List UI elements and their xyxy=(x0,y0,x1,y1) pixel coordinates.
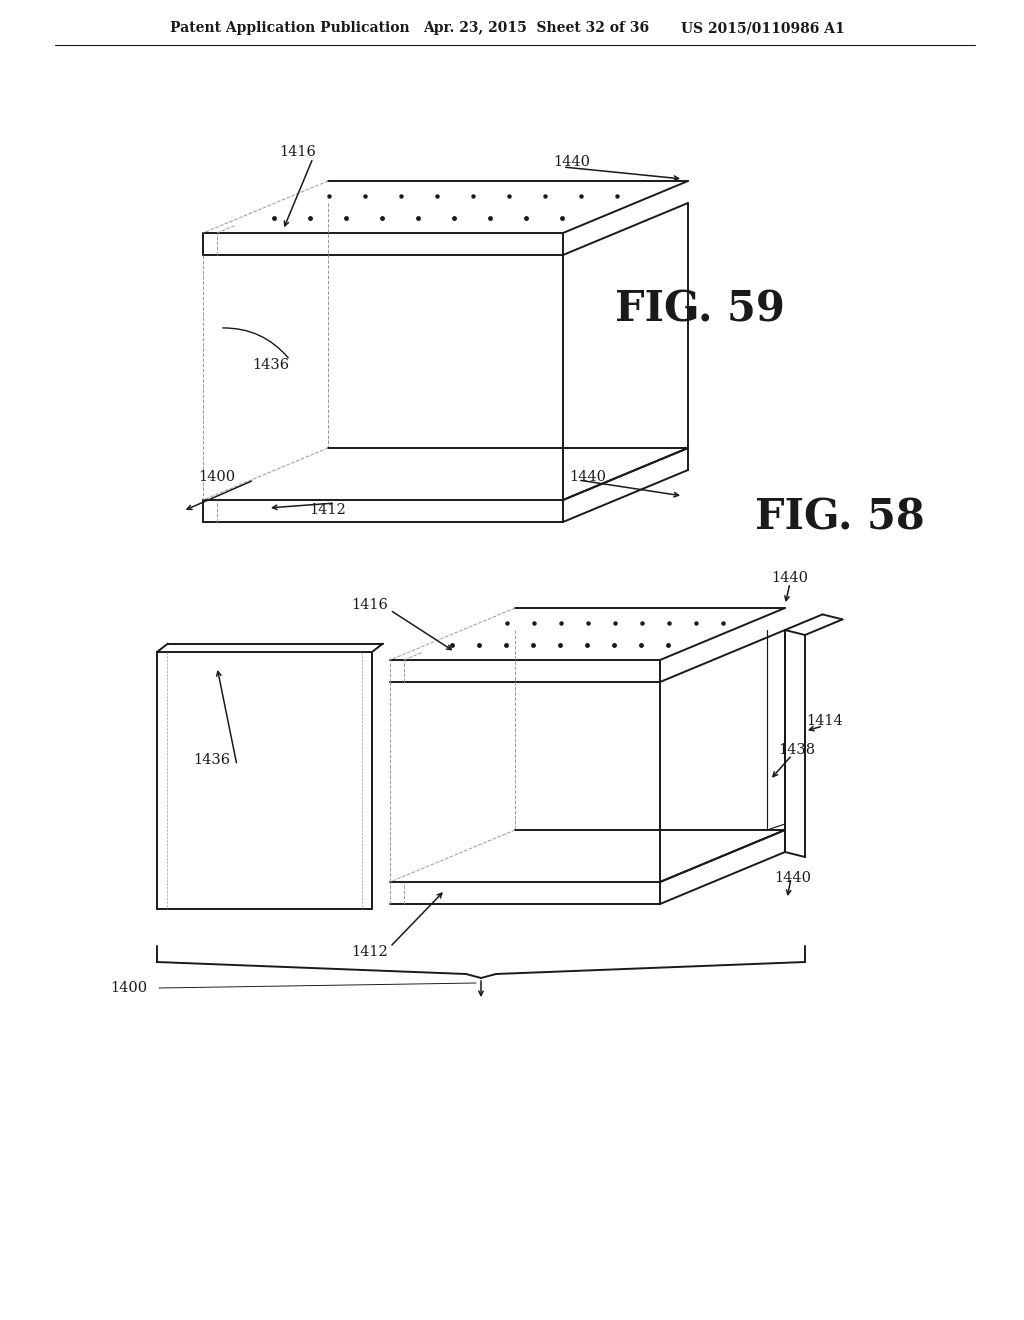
Text: Patent Application Publication: Patent Application Publication xyxy=(170,21,410,36)
Text: 1414: 1414 xyxy=(807,714,844,729)
Text: FIG. 59: FIG. 59 xyxy=(615,289,785,331)
Text: 1436: 1436 xyxy=(252,358,289,372)
Text: FIG. 58: FIG. 58 xyxy=(755,498,925,539)
Text: US 2015/0110986 A1: US 2015/0110986 A1 xyxy=(681,21,845,36)
Text: 1440: 1440 xyxy=(771,572,809,585)
Text: 1436: 1436 xyxy=(194,754,230,767)
Text: 1412: 1412 xyxy=(351,945,388,960)
Text: 1440: 1440 xyxy=(554,154,591,169)
Text: 1416: 1416 xyxy=(280,145,316,158)
Text: 1440: 1440 xyxy=(569,470,606,484)
Text: 1412: 1412 xyxy=(309,503,346,517)
Text: 1440: 1440 xyxy=(774,871,811,884)
Text: 1416: 1416 xyxy=(351,598,388,612)
Text: 1438: 1438 xyxy=(778,743,815,756)
Text: 1400: 1400 xyxy=(198,470,234,484)
Text: Apr. 23, 2015  Sheet 32 of 36: Apr. 23, 2015 Sheet 32 of 36 xyxy=(423,21,649,36)
Text: 1400: 1400 xyxy=(110,981,147,995)
